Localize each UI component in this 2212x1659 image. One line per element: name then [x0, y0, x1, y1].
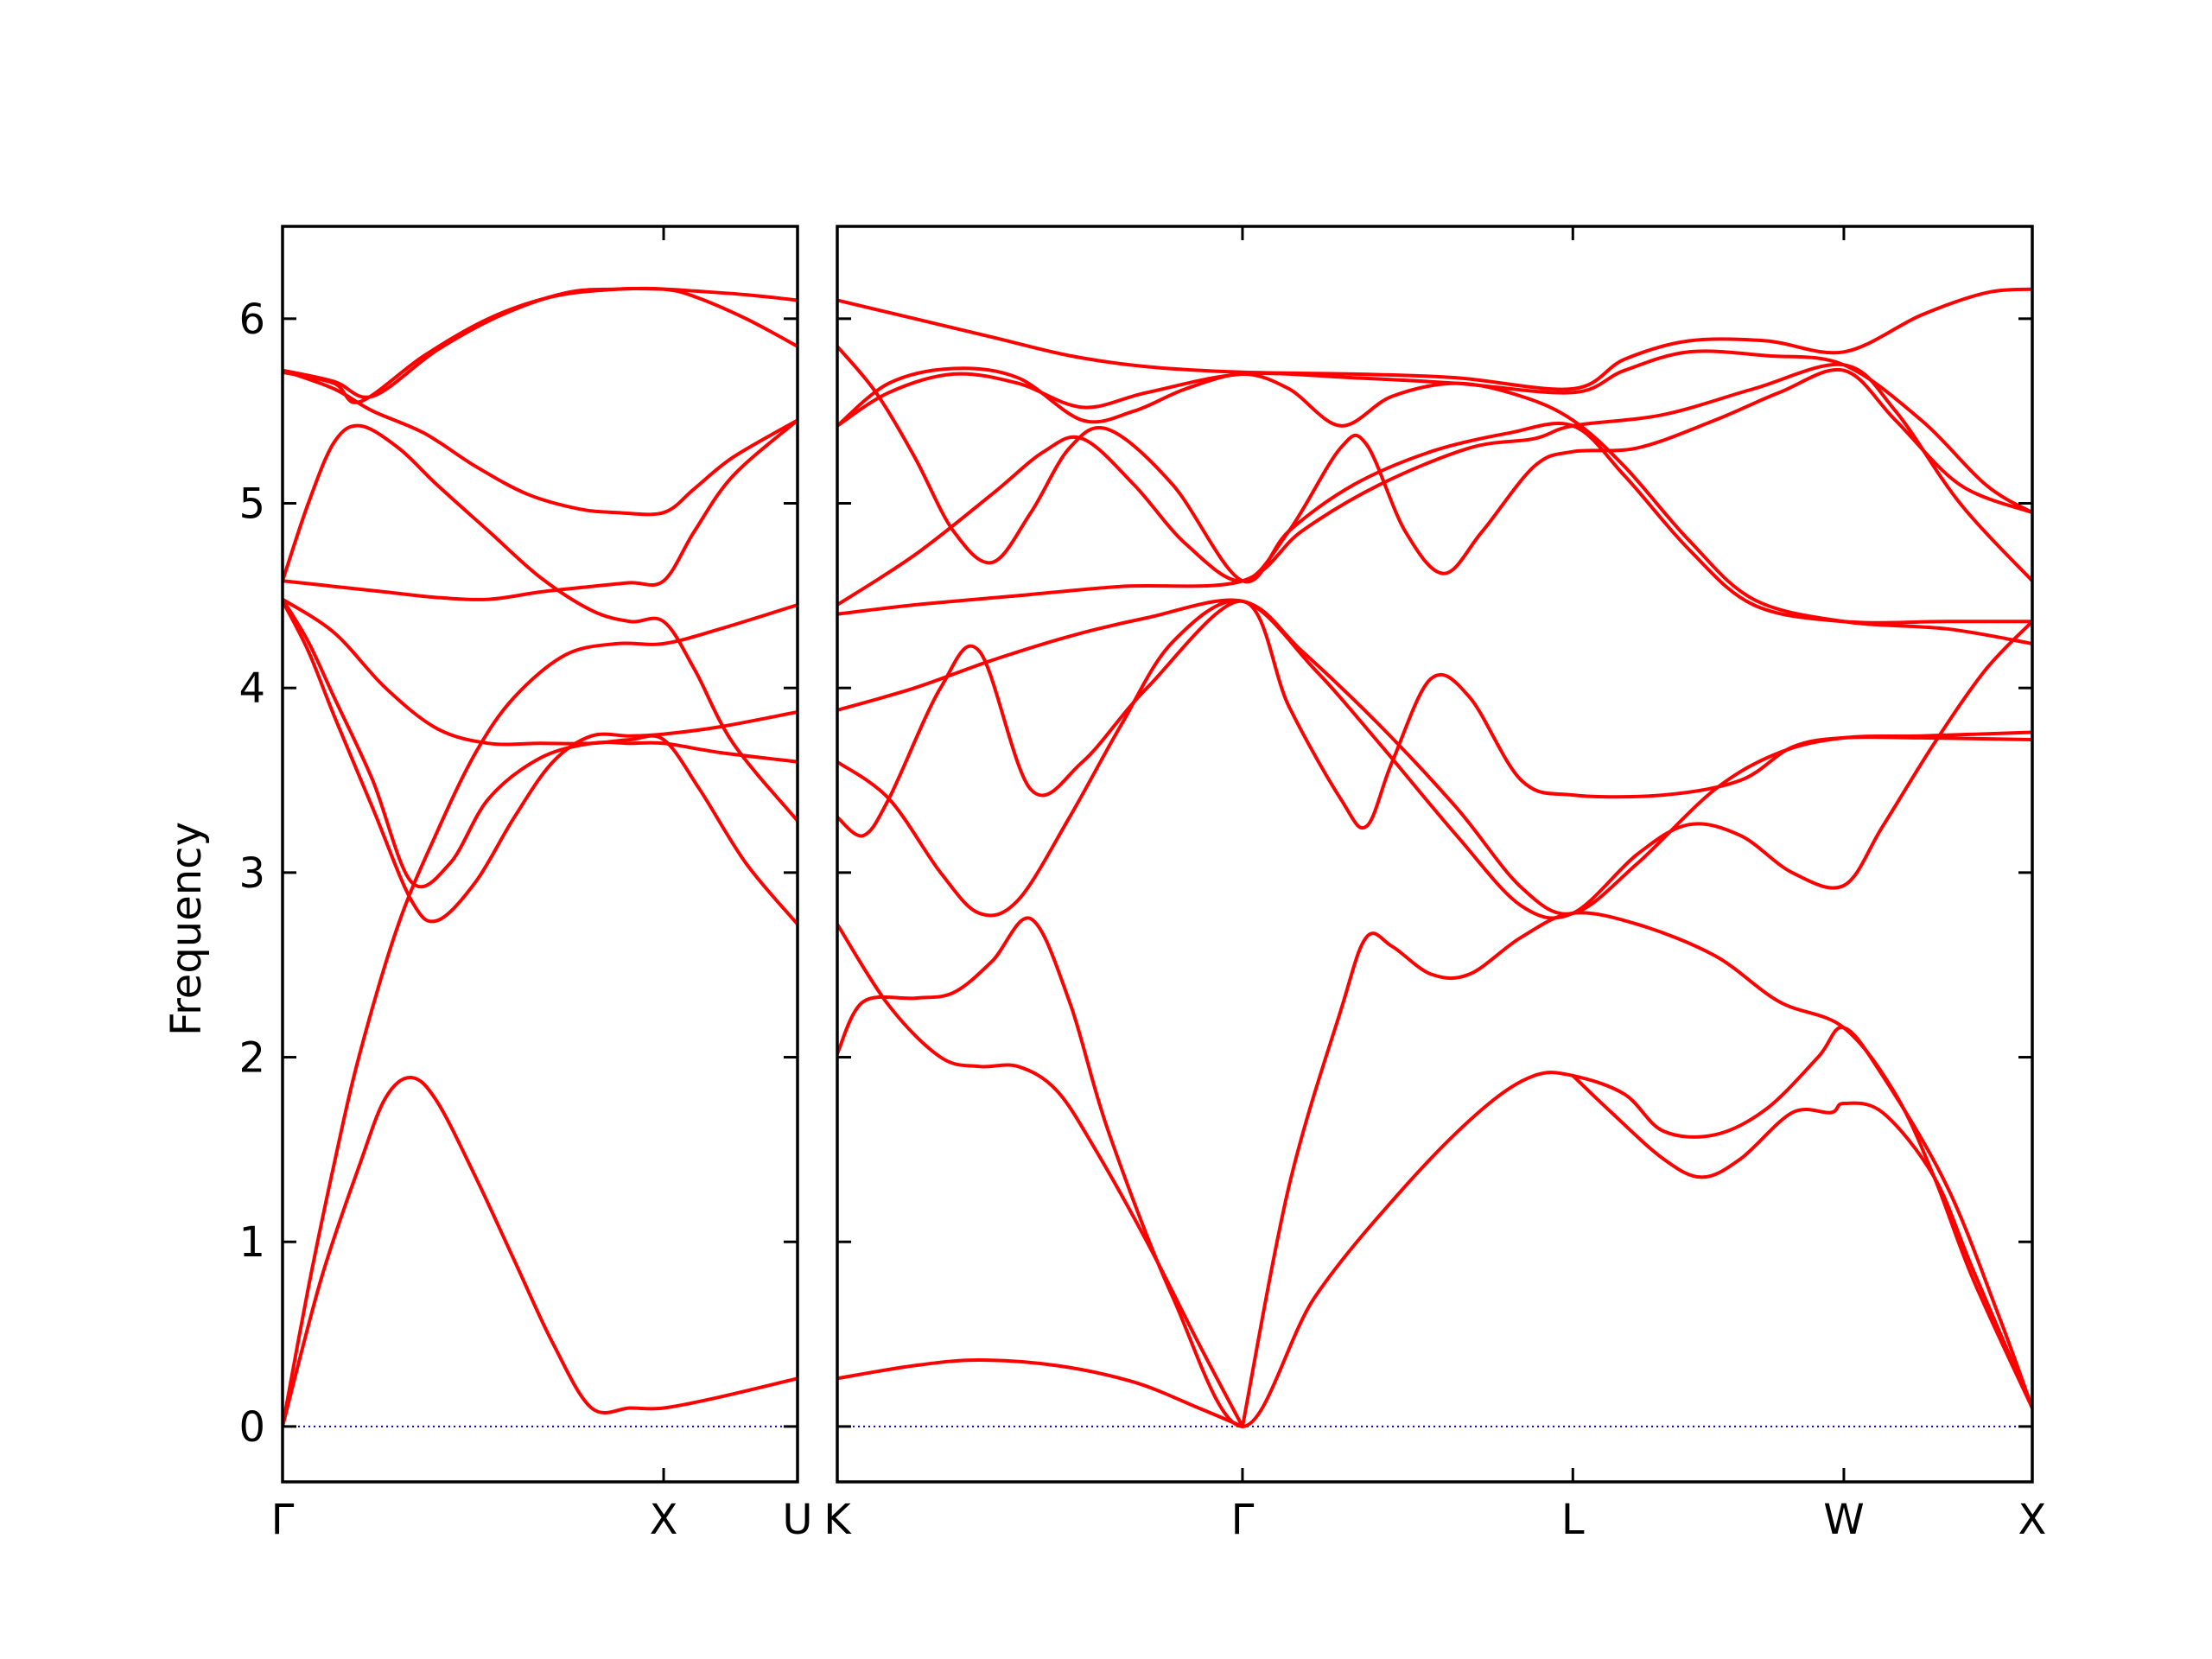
band-line [837, 344, 2032, 625]
band-line [283, 368, 798, 517]
y-tick-label: 1 [238, 1218, 265, 1267]
band-line [837, 1358, 1244, 1428]
x-tick-label: L [1561, 1496, 1585, 1544]
x-tick-label: W [1823, 1496, 1864, 1544]
x-tick-label: X [2018, 1496, 2047, 1544]
band-line [283, 597, 798, 926]
band-line [837, 367, 2032, 607]
band-line [837, 599, 2032, 920]
y-tick-label: 5 [238, 480, 265, 529]
band-line [283, 599, 798, 924]
band-line [837, 916, 2032, 1428]
y-tick-label: 4 [238, 664, 265, 713]
band-line [283, 286, 798, 399]
y-axis-label: Frequency [162, 822, 211, 1036]
y-tick-label: 0 [238, 1403, 265, 1452]
x-tick-label: X [650, 1496, 678, 1544]
band-line [837, 366, 2032, 645]
band-line [837, 599, 2032, 838]
band-line [283, 1075, 798, 1428]
band-line [283, 423, 798, 823]
x-tick-label: U [782, 1496, 812, 1544]
x-tick-label: Γ [271, 1496, 295, 1544]
left-panel: 0 1 2 3 4 5 6 Γ X U [238, 225, 813, 1544]
plot-frame [836, 225, 2034, 1484]
band-line [837, 287, 2032, 391]
band-line [837, 598, 2032, 916]
band-line [283, 418, 798, 601]
band-line [283, 597, 798, 889]
y-tick-label: 2 [238, 1034, 265, 1083]
y-tick-label: 3 [238, 849, 265, 898]
x-tick-label: Γ [1231, 1496, 1255, 1544]
band-line [1571, 1073, 2032, 1410]
band-line [283, 603, 798, 1428]
band-line [837, 922, 1244, 1428]
x-tick-label: K [823, 1496, 852, 1544]
y-tick-label: 6 [238, 296, 265, 344]
band-line [1241, 911, 2032, 1428]
plot-frame [281, 225, 799, 1484]
band-line [837, 349, 2032, 515]
band-line [837, 362, 2032, 616]
